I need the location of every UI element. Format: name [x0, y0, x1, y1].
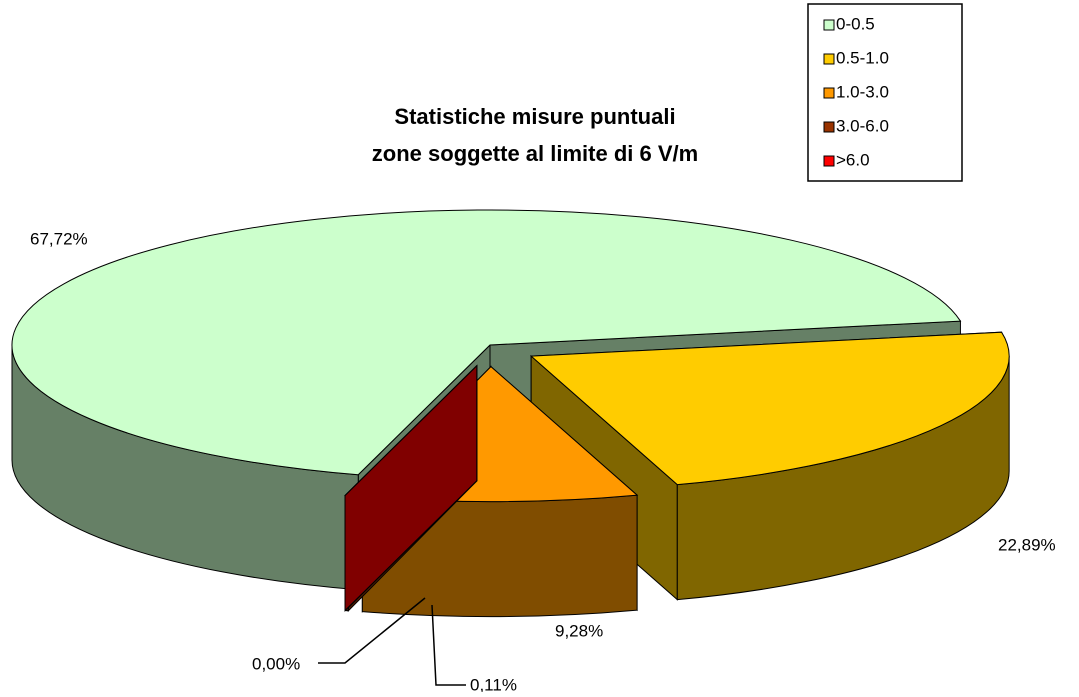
legend-swatch [823, 155, 835, 167]
legend-swatch [823, 53, 835, 65]
data-label: 22,89% [998, 535, 1056, 554]
data-label: 67,72% [30, 229, 88, 248]
legend-label: 0-0.5 [836, 14, 875, 33]
legend-swatch [823, 19, 835, 31]
legend-label: 1.0-3.0 [836, 82, 889, 101]
legend-swatch [823, 87, 835, 99]
slice [344, 364, 478, 612]
legend-label: >6.0 [836, 150, 870, 169]
chart-title: Statistiche misure puntuali [394, 104, 675, 129]
leader-line [318, 597, 426, 664]
leader-line [431, 604, 466, 686]
slice [529, 331, 1010, 601]
slice-part [529, 331, 1010, 486]
slice-part [11, 209, 962, 476]
legend-label: 0.5-1.0 [836, 48, 889, 67]
data-label: 0,00% [252, 654, 300, 673]
data-label: 9,28% [555, 621, 603, 640]
chart-subtitle: zone soggette al limite di 6 V/m [372, 141, 698, 166]
legend-label: 3.0-6.0 [836, 116, 889, 135]
data-label: 0,11% [470, 675, 517, 692]
legend-swatch [823, 121, 835, 133]
slice-part [344, 365, 478, 496]
